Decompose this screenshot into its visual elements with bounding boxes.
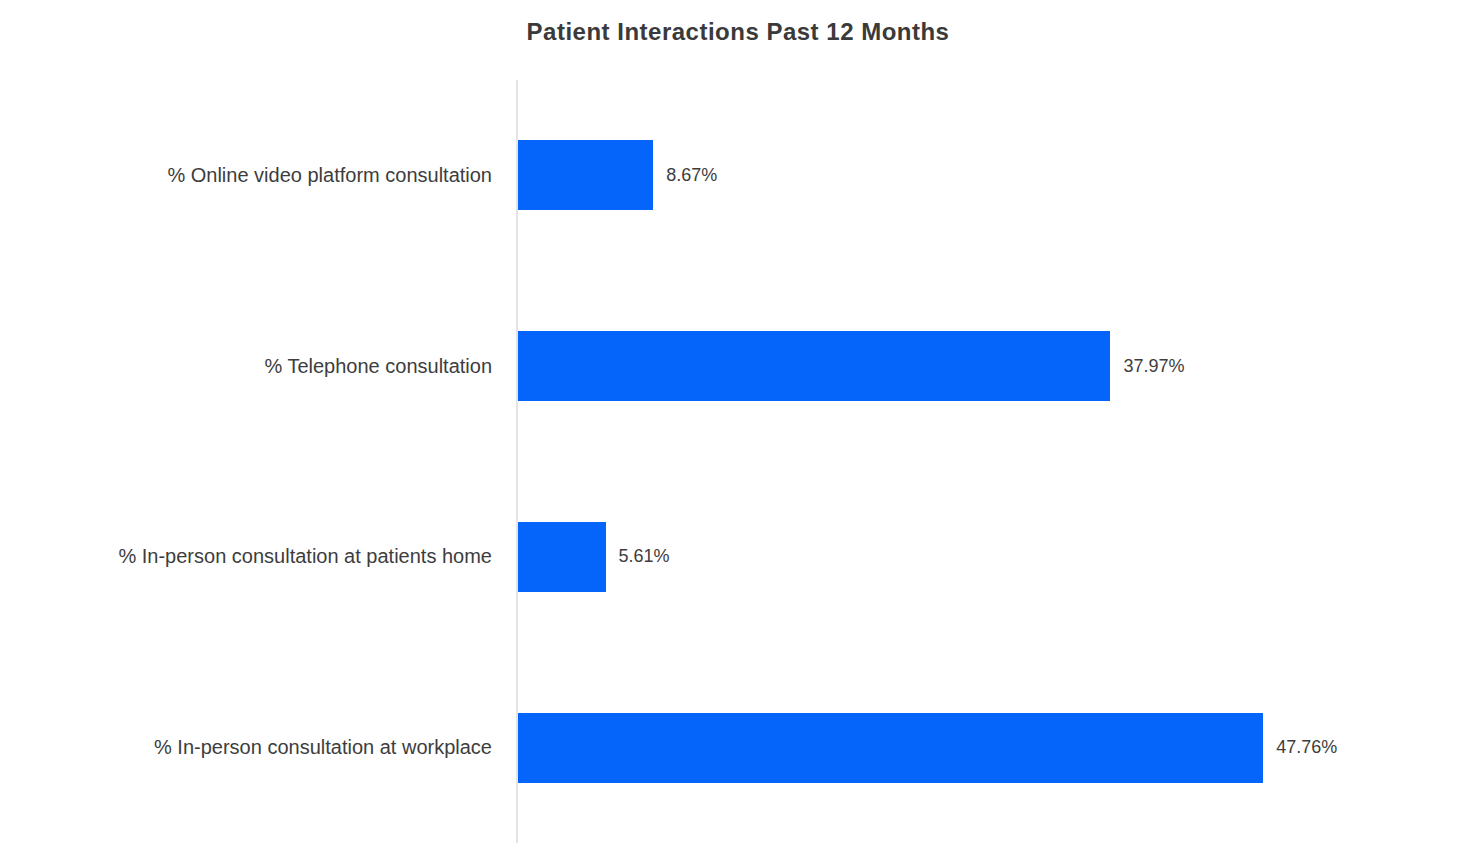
value-label: 47.76% <box>1276 737 1337 758</box>
category-label: % In-person consultation at workplace <box>0 735 516 760</box>
bar-area: 5.61% <box>516 462 1476 653</box>
bar-row: % Online video platform consultation 8.6… <box>0 80 1476 271</box>
value-label: 8.67% <box>666 165 717 186</box>
bar-row: % In-person consultation at patients hom… <box>0 462 1476 653</box>
bar <box>518 140 653 210</box>
category-label: % In-person consultation at patients hom… <box>0 544 516 569</box>
bar-area: 37.97% <box>516 271 1476 462</box>
bar <box>518 331 1110 401</box>
plot-area: % Online video platform consultation 8.6… <box>0 80 1476 843</box>
bar <box>518 522 606 592</box>
bar-area: 8.67% <box>516 80 1476 271</box>
bar-area: 47.76% <box>516 652 1476 843</box>
value-label: 37.97% <box>1123 356 1184 377</box>
bar-row: % Telephone consultation 37.97% <box>0 271 1476 462</box>
bar-row: % In-person consultation at workplace 47… <box>0 652 1476 843</box>
bar <box>518 713 1263 783</box>
value-label: 5.61% <box>619 546 670 567</box>
chart-canvas: Patient Interactions Past 12 Months % On… <box>0 0 1476 867</box>
category-label: % Telephone consultation <box>0 354 516 379</box>
category-label: % Online video platform consultation <box>0 163 516 188</box>
chart-title: Patient Interactions Past 12 Months <box>0 18 1476 46</box>
